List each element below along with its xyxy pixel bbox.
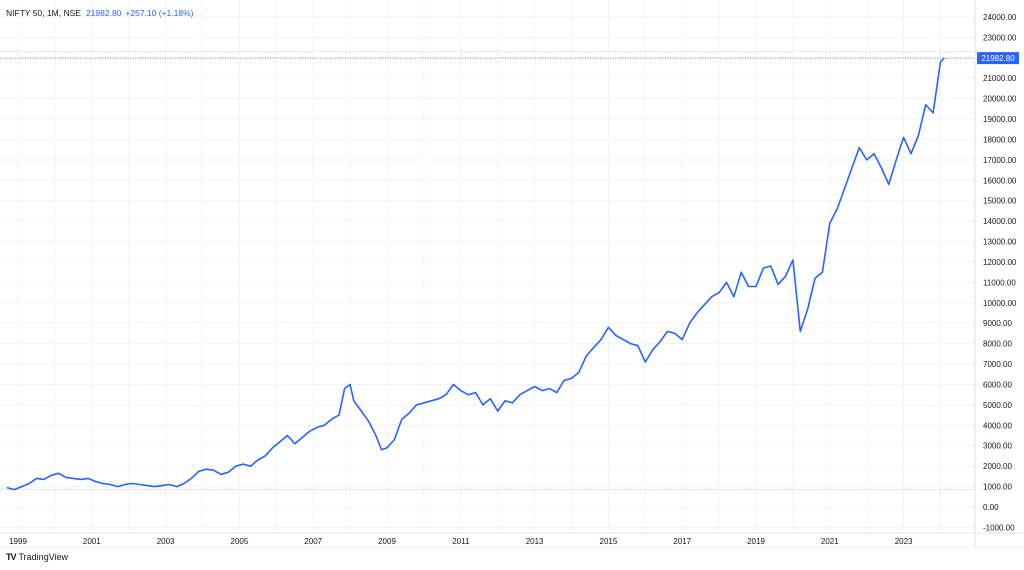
- price-axis-label: -1000.00: [983, 523, 1015, 532]
- price-axis-label: 5000.00: [983, 401, 1012, 410]
- price-axis-label: 13000.00: [983, 238, 1017, 247]
- tradingview-branding[interactable]: TV TradingView: [6, 552, 68, 562]
- time-axis-label: 2005: [231, 537, 249, 546]
- price-line[interactable]: [6, 57, 945, 491]
- price-axis-label: 21000.00: [983, 74, 1017, 83]
- price-axis-label: 1000.00: [983, 483, 1012, 492]
- time-axis-label: 2015: [600, 537, 618, 546]
- price-axis-label: 6000.00: [983, 380, 1012, 389]
- time-axis-label: 2023: [895, 537, 913, 546]
- price-axis-label: 18000.00: [983, 135, 1017, 144]
- time-axis-label: 2017: [673, 537, 691, 546]
- price-axis-label: 24000.00: [983, 13, 1017, 22]
- price-axis-label: 19000.00: [983, 115, 1017, 124]
- price-axis-label: 20000.00: [983, 95, 1017, 104]
- price-axis-label: 7000.00: [983, 360, 1012, 369]
- symbol-label: NIFTY 50, 1M, NSE: [6, 8, 81, 18]
- time-axis-label: 2011: [452, 537, 470, 546]
- time-axis-label: 2009: [378, 537, 396, 546]
- time-axis-label: 2003: [157, 537, 175, 546]
- brand-name: TradingView: [18, 552, 69, 562]
- time-axis-label: 2019: [747, 537, 765, 546]
- chart-area[interactable]: 24000.00 23000.00 21000.00 20000.00 19000.00…: [0, 0, 1024, 549]
- price-axis-label: 16000.00: [983, 176, 1017, 185]
- last-price-tag: [977, 52, 1019, 65]
- price-axis-label: 14000.00: [983, 217, 1017, 226]
- price-axis-label: 0.00: [983, 503, 999, 512]
- chart-legend: NIFTY 50, 1M, NSE 21982.80 +257.10 (+1.18%…: [6, 8, 193, 18]
- price-chart[interactable]: 24000.00 23000.00 21000.00 20000.00 19000.00…: [0, 0, 1024, 549]
- price-axis-label: 10000.00: [983, 299, 1017, 308]
- time-axis-label: 2001: [83, 537, 101, 546]
- price-change: +257.10 (+1.18%): [125, 8, 194, 18]
- price-axis-label: 15000.00: [983, 197, 1017, 206]
- price-axis-label: 23000.00: [983, 33, 1017, 42]
- price-axis-label: 17000.00: [983, 156, 1017, 165]
- time-axis-label: 1999: [9, 537, 27, 546]
- price-axis-label: 4000.00: [983, 421, 1012, 430]
- last-price: 21982.80: [85, 8, 122, 18]
- time-axis-label: 2007: [304, 537, 322, 546]
- time-axis-label: 2021: [821, 537, 839, 546]
- price-axis-label: 8000.00: [983, 340, 1012, 349]
- price-axis-label: 2000.00: [983, 462, 1012, 471]
- price-axis-label: 11000.00: [983, 278, 1016, 287]
- price-axis-label: 3000.00: [983, 442, 1012, 451]
- time-axis-label: 2013: [526, 537, 544, 546]
- last-price-tag-label: 21982.80: [981, 54, 1015, 63]
- price-axis-label: 9000.00: [983, 319, 1012, 328]
- price-axis-label: 12000.00: [983, 258, 1017, 267]
- tradingview-logo-icon: TV: [6, 552, 16, 562]
